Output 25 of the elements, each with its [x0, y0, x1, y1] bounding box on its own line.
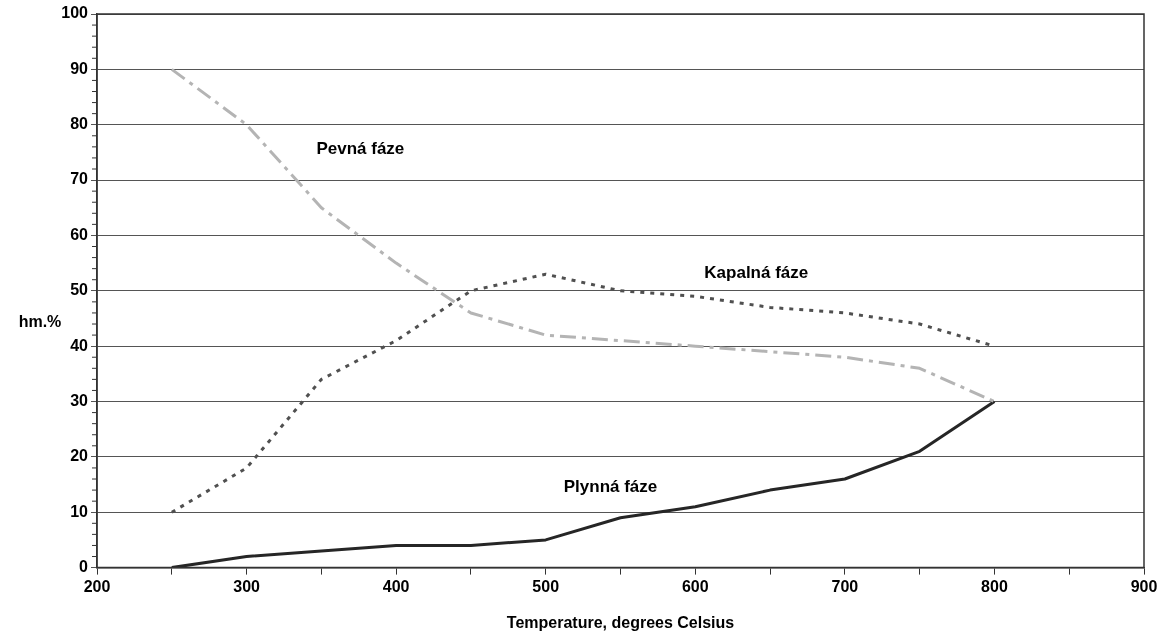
x-tick-label: 700: [831, 577, 859, 595]
y-tick-label: 10: [70, 502, 89, 520]
x-axis-title: Temperature, degrees Celsius: [506, 613, 735, 631]
x-tick-label: 300: [233, 577, 261, 595]
series-label: Kapalná fáze: [704, 263, 809, 283]
y-tick-label: 50: [70, 281, 89, 299]
y-tick-label: 60: [70, 225, 89, 243]
y-tick-label: 90: [70, 59, 89, 77]
x-tick-label: 200: [83, 577, 111, 595]
series-label: Pevná fáze: [316, 139, 405, 159]
y-tick-label: 0: [79, 558, 89, 576]
y-tick-label: 40: [70, 336, 89, 354]
y-tick-label: 80: [70, 115, 89, 133]
x-tick-label: 400: [382, 577, 410, 595]
y-tick-label: 30: [70, 391, 89, 409]
y-tick-label: 70: [70, 170, 89, 188]
x-tick-label: 900: [1130, 577, 1158, 595]
series-label: Plynná fáze: [563, 477, 658, 497]
x-tick-label: 800: [981, 577, 1008, 595]
y-tick-label: 20: [70, 447, 89, 465]
x-tick-label: 600: [681, 577, 709, 595]
y-axis-title: hm.%: [18, 313, 62, 331]
line-series: [170, 67, 996, 404]
x-tick-label: 500: [532, 577, 560, 595]
y-tick-label: 100: [61, 4, 89, 22]
